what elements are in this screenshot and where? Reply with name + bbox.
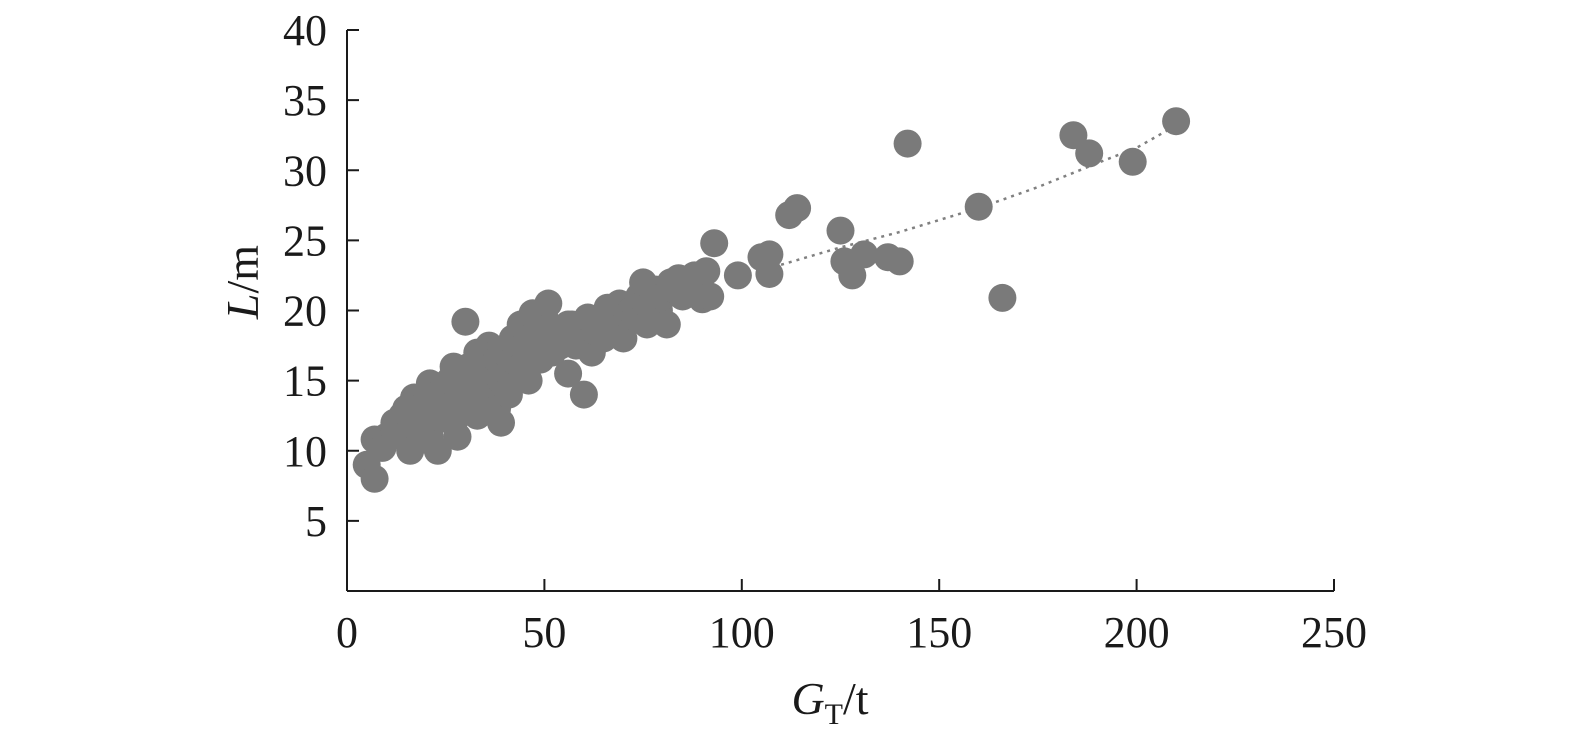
data-point xyxy=(451,307,480,336)
data-point xyxy=(700,229,729,258)
data-point xyxy=(514,366,543,395)
data-point xyxy=(1075,139,1104,168)
y-tick-label: 5 xyxy=(305,497,327,546)
x-ticks: 0 50 100 150 200 250 xyxy=(336,579,1367,657)
x-tick-label: 150 xyxy=(906,608,972,657)
y-tick-label: 15 xyxy=(283,357,327,406)
data-point xyxy=(423,436,452,465)
data-point xyxy=(554,359,583,388)
data-point xyxy=(885,247,914,276)
data-point xyxy=(1059,121,1088,150)
y-tick-label: 35 xyxy=(283,76,327,125)
data-point xyxy=(569,380,598,409)
x-axis-title-unit: /t xyxy=(843,673,869,724)
data-point xyxy=(850,240,879,269)
y-axis-title-unit: /m xyxy=(217,245,268,294)
y-tick-label: 20 xyxy=(283,287,327,336)
data-point xyxy=(723,261,752,290)
x-tick-label: 50 xyxy=(522,608,566,657)
y-axis-title-main: L xyxy=(217,293,268,320)
x-tick-label: 200 xyxy=(1104,608,1170,657)
x-tick-label: 250 xyxy=(1301,608,1367,657)
data-point xyxy=(609,324,638,353)
data-point xyxy=(692,257,721,286)
data-point xyxy=(838,261,867,290)
data-point xyxy=(988,283,1017,312)
trend-line xyxy=(773,124,1177,269)
data-point xyxy=(964,192,993,221)
data-point xyxy=(652,310,681,339)
x-tick-label: 100 xyxy=(709,608,775,657)
data-point xyxy=(826,216,855,245)
data-point xyxy=(755,260,784,288)
data-point xyxy=(443,422,472,451)
data-point xyxy=(893,129,922,158)
data-point xyxy=(755,240,784,269)
data-points xyxy=(352,107,1191,493)
y-ticks: 5 10 15 20 25 30 35 40 xyxy=(283,6,359,546)
y-tick-label: 10 xyxy=(283,427,327,476)
data-point xyxy=(1162,107,1191,136)
data-point xyxy=(783,194,812,223)
x-tick-label: 0 xyxy=(336,608,358,657)
x-axis-title-sub: T xyxy=(825,698,843,731)
data-point xyxy=(1118,147,1147,176)
y-tick-label: 40 xyxy=(283,6,327,55)
data-point xyxy=(487,408,515,437)
y-axis-title: L/m xyxy=(217,245,268,320)
data-point xyxy=(360,464,389,493)
y-tick-label: 25 xyxy=(283,216,327,265)
data-point xyxy=(534,289,563,318)
data-point xyxy=(696,282,725,311)
x-axis-title-main: G xyxy=(791,673,824,724)
x-axis-title: GT/t xyxy=(791,673,868,731)
y-tick-label: 30 xyxy=(283,146,327,195)
data-point xyxy=(396,436,425,465)
